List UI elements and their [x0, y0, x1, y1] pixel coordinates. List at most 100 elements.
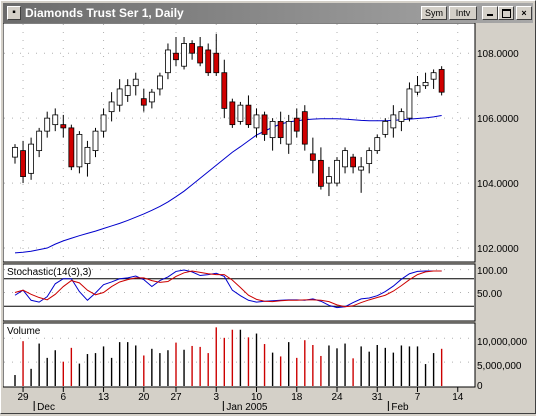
- candle-body: [156, 75, 163, 90]
- date-tick-label: 29: [17, 392, 29, 403]
- candle-body: [350, 156, 357, 168]
- candle-body: [334, 159, 340, 184]
- candle-body: [197, 46, 204, 64]
- chart-area: 108.0000 106.0000 104.0000 102.0000 Stoc…: [2, 22, 533, 413]
- candle-body: [148, 91, 155, 103]
- price-axis: 108.0000 106.0000 104.0000 102.0000: [477, 49, 519, 255]
- price-label: 104.0000: [477, 179, 519, 190]
- window-title: Diamonds Trust Ser 1, Daily: [25, 6, 184, 20]
- volume-bars: [14, 327, 443, 386]
- candle-body: [237, 104, 244, 122]
- candle-body: [382, 120, 389, 135]
- candle-body: [438, 69, 445, 93]
- candle-body: [12, 146, 18, 158]
- candles: [12, 33, 445, 197]
- candle-body: [358, 166, 365, 171]
- stochastic-label: 100.00: [477, 266, 508, 277]
- date-tick-label: 24: [331, 392, 343, 403]
- date-tick-label: 27: [170, 392, 182, 403]
- candle-body: [52, 114, 59, 126]
- candle-body: [301, 111, 308, 145]
- month-label: Feb: [391, 402, 409, 411]
- chart-window-icon[interactable]: ▪: [7, 6, 21, 20]
- date-tick-label: 7: [415, 392, 421, 403]
- symbol-button[interactable]: Sym: [421, 6, 447, 20]
- candle-body: [173, 52, 179, 61]
- candle-body: [92, 130, 99, 152]
- minimize-icon[interactable]: [482, 6, 498, 20]
- candle-body: [76, 133, 83, 168]
- candle-body: [60, 124, 67, 129]
- stochastic-title: Stochastic(14(3),3): [7, 267, 91, 278]
- volume-label: 0: [477, 381, 483, 392]
- candle-body: [20, 150, 26, 177]
- candle-body: [213, 52, 220, 74]
- date-tick-label: 18: [291, 392, 303, 403]
- candle-body: [116, 88, 123, 106]
- interval-button[interactable]: Intv: [449, 6, 477, 20]
- candle-body: [285, 120, 292, 145]
- stochastic-d-line: [14, 270, 442, 308]
- title-bar[interactable]: ▪ Diamonds Trust Ser 1, Daily Sym Intv ×: [3, 3, 533, 23]
- date-tick-label: 13: [98, 392, 110, 403]
- candle-body: [326, 176, 332, 184]
- date-tick-label: 14: [452, 392, 464, 403]
- candle-body: [277, 120, 284, 139]
- close-icon[interactable]: ×: [516, 6, 532, 20]
- candle-body: [165, 49, 171, 74]
- candle-body: [342, 150, 348, 168]
- month-label: Dec: [37, 402, 55, 411]
- date-tick-label: 20: [138, 392, 150, 403]
- candle-body: [406, 88, 413, 119]
- candle-body: [245, 104, 252, 126]
- date-tick-label: 10: [251, 392, 263, 403]
- candle-body: [205, 49, 212, 74]
- date-axis: 29 6 13 20 27 3 10 18 24 31 7 14 Dec Jan 2005 Feb: [17, 387, 464, 413]
- date-tick-label: 31: [372, 392, 384, 403]
- volume-title: Volume: [7, 326, 41, 337]
- stochastic-label: 50.00: [477, 289, 502, 300]
- volume-pane[interactable]: [2, 322, 476, 388]
- candle-body: [189, 43, 196, 54]
- candle-body: [293, 117, 300, 132]
- candle-body: [229, 101, 236, 126]
- candle-body: [269, 120, 276, 139]
- candle-body: [68, 127, 75, 168]
- date-tick-label: 3: [213, 392, 219, 403]
- candle-body: [430, 72, 437, 80]
- candle-body: [398, 111, 405, 122]
- date-tick-label: 6: [61, 392, 67, 403]
- candle-body: [108, 101, 115, 113]
- volume-label: 10,000,000: [477, 337, 527, 348]
- candle-body: [100, 114, 107, 132]
- price-label: 106.0000: [477, 114, 519, 125]
- candle-body: [374, 137, 381, 152]
- candle-body: [309, 153, 316, 161]
- stochastic-grid: [4, 269, 474, 307]
- price-label: 102.0000: [477, 244, 519, 255]
- price-label: 108.0000: [477, 49, 519, 60]
- chart-svg[interactable]: 108.0000 106.0000 104.0000 102.0000 Stoc…: [2, 22, 533, 413]
- candle-body: [261, 114, 268, 135]
- candle-body: [422, 82, 429, 87]
- stochastic-k-line: [14, 269, 442, 309]
- candle-body: [317, 159, 324, 187]
- moving-average-line: [14, 115, 442, 254]
- candle-body: [390, 114, 397, 129]
- volume-label: 5,000,000: [477, 361, 522, 372]
- candle-body: [181, 43, 187, 67]
- candle-body: [44, 117, 51, 132]
- candle-body: [84, 146, 91, 165]
- candle-body: [28, 143, 35, 174]
- maximize-icon[interactable]: [498, 6, 514, 20]
- candle-body: [253, 114, 260, 129]
- candle-body: [140, 98, 147, 106]
- candle-body: [124, 85, 131, 96]
- candle-body: [414, 85, 421, 93]
- candle-body: [132, 78, 139, 87]
- candle-body: [221, 72, 228, 109]
- candle-body: [366, 150, 373, 165]
- candle-body: [36, 130, 43, 152]
- month-label: Jan 2005: [226, 402, 268, 411]
